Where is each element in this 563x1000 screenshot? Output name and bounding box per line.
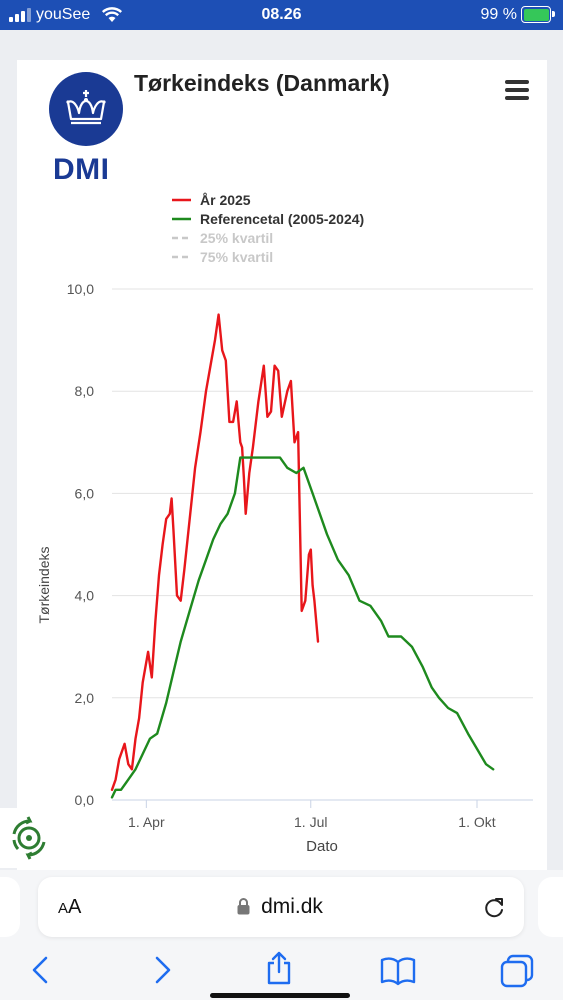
previous-tab-peek[interactable] bbox=[0, 877, 20, 937]
y-tick-label: 10,0 bbox=[67, 281, 94, 297]
y-axis-label: Tørkeindeks bbox=[36, 546, 52, 623]
x-axis-label: Dato bbox=[306, 838, 338, 855]
home-indicator bbox=[210, 993, 350, 998]
y-tick-label: 6,0 bbox=[75, 485, 95, 501]
x-tick-label: 1. Jul bbox=[294, 814, 327, 830]
recycle-widget-icon[interactable] bbox=[0, 808, 60, 868]
bookmarks-icon[interactable] bbox=[380, 956, 416, 986]
clock: 08.26 bbox=[261, 6, 302, 23]
y-tick-label: 8,0 bbox=[75, 383, 95, 399]
forward-icon[interactable] bbox=[150, 955, 174, 985]
text-size-button[interactable]: AA bbox=[58, 896, 82, 918]
legend-item-label: 75% kvartil bbox=[200, 249, 273, 265]
battery-charging-icon bbox=[521, 6, 555, 23]
battery-percent: 99 % bbox=[480, 6, 517, 23]
hamburger-menu-icon[interactable] bbox=[505, 80, 531, 100]
status-bar: youSee 08.26 99 % bbox=[0, 0, 563, 30]
drought-index-chart: År 2025 Referencetal (2005-2024) 25% kvart… bbox=[36, 192, 533, 855]
series-line-reference bbox=[110, 456, 495, 799]
lock-icon bbox=[237, 898, 250, 915]
dmi-logo-text: DMI bbox=[53, 153, 110, 186]
y-tick-label: 0,0 bbox=[75, 792, 95, 808]
legend-item-label: 25% kvartil bbox=[200, 230, 273, 246]
tabs-icon[interactable] bbox=[499, 953, 535, 989]
chart-card: DMI Tørkeindeks (Danmark) År 2025 Referen… bbox=[17, 60, 547, 870]
page-title: Tørkeindeks (Danmark) bbox=[134, 70, 390, 96]
x-tick-label: 1. Apr bbox=[128, 814, 165, 830]
back-icon[interactable] bbox=[29, 955, 53, 985]
series-line-year-2025 bbox=[110, 313, 320, 791]
y-tick-label: 2,0 bbox=[75, 690, 95, 706]
dmi-crown-logo-icon[interactable] bbox=[49, 72, 123, 146]
wifi-icon bbox=[101, 7, 123, 22]
chart-legend: År 2025 Referencetal (2005-2024) 25% kvart… bbox=[172, 192, 364, 265]
legend-item-label: År 2025 bbox=[200, 192, 251, 208]
y-tick-label: 4,0 bbox=[75, 588, 95, 604]
reload-icon[interactable] bbox=[483, 895, 507, 919]
next-tab-peek[interactable] bbox=[538, 877, 563, 937]
carrier-name: youSee bbox=[36, 6, 91, 23]
address-bar[interactable]: AA dmi.dk bbox=[38, 877, 524, 937]
x-tick-label: 1. Okt bbox=[458, 814, 495, 830]
url-text: dmi.dk bbox=[261, 895, 323, 918]
legend-item-label: Referencetal (2005-2024) bbox=[200, 211, 364, 227]
share-icon[interactable] bbox=[264, 950, 294, 986]
